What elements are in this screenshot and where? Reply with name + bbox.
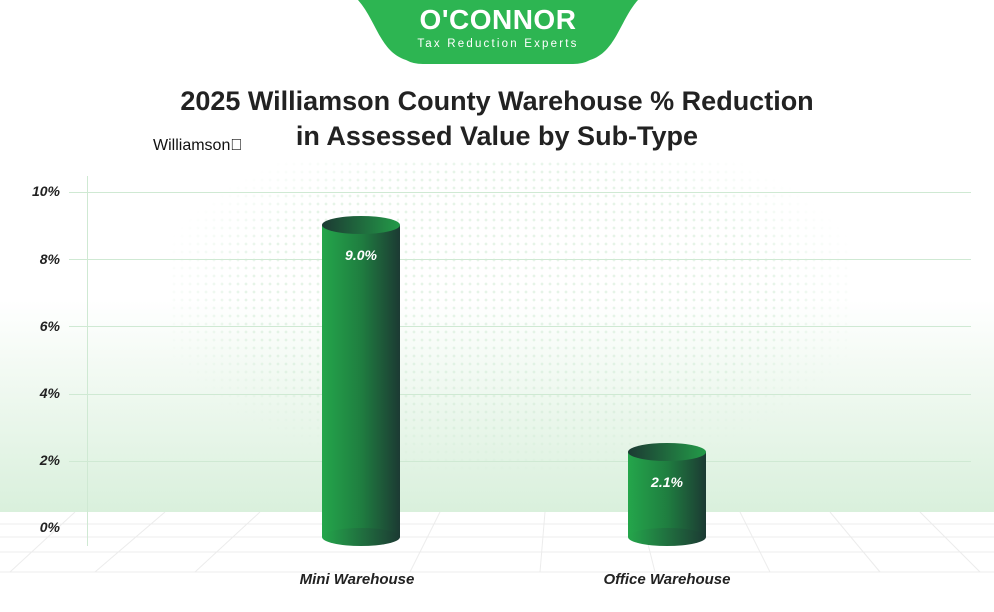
gridline-4 [69, 394, 971, 395]
logo-badge-shape [358, 0, 638, 64]
gridline-8 [69, 259, 971, 260]
gridline-2 [69, 461, 971, 462]
chart-title: 2025 Williamson County Warehouse % Reduc… [0, 84, 994, 154]
x-label-mini-warehouse: Mini Warehouse [299, 571, 415, 588]
y-tick-0: 0% [39, 519, 60, 535]
x-label-office-warehouse: Office Warehouse [603, 571, 731, 588]
logo-name: O'CONNOR [419, 4, 577, 35]
y-tick-2: 2% [39, 452, 60, 468]
chart-title-line1: 2025 Williamson County Warehouse % Reduc… [180, 86, 814, 116]
county-label: Williamson  [153, 137, 243, 154]
chart-floor [0, 512, 994, 612]
bar-value-label: 9.0% [345, 247, 377, 263]
y-tick-8: 8% [39, 251, 60, 267]
world-map-dots [170, 160, 850, 470]
chart-title-line2: in Assessed Value by Sub-Type [295, 121, 699, 151]
bar-value-label: 2.1% [651, 474, 683, 490]
floor-grid [0, 512, 994, 573]
gridline-10 [69, 192, 971, 193]
gridline-6 [69, 326, 971, 327]
y-axis-line [87, 176, 88, 546]
logo-tagline: Tax Reduction Experts [417, 38, 579, 50]
bar-base [628, 528, 706, 546]
y-tick-4: 4% [39, 385, 60, 401]
brand-logo: O'CONNOR Tax Reduction Experts [358, 0, 638, 64]
bar-office-warehouse: 2.1% [628, 443, 706, 546]
bar-mini-warehouse: 9.0% [322, 216, 400, 546]
y-tick-10: 10% [31, 183, 60, 199]
bar-cap [628, 443, 706, 461]
bar-base [322, 528, 400, 546]
bar-cap [322, 216, 400, 234]
y-tick-6: 6% [39, 318, 60, 334]
